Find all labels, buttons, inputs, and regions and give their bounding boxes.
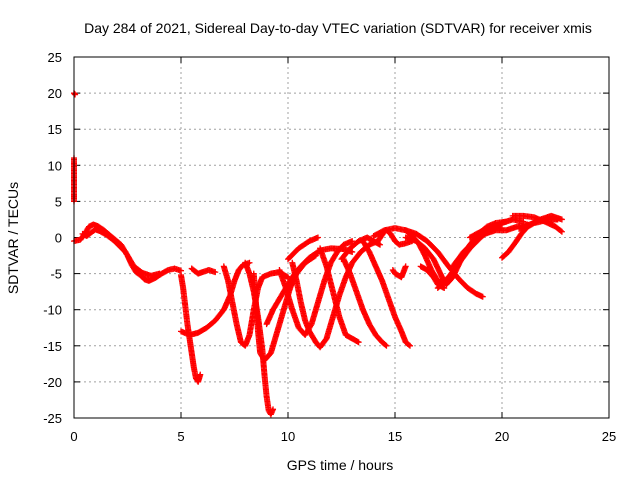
series-arc3 [79, 226, 163, 279]
x-tick-label: 20 [495, 429, 509, 444]
data-point [389, 266, 396, 273]
x-axis-label: GPS time / hours [287, 457, 394, 473]
data-point [72, 91, 79, 98]
y-tick-label: 15 [48, 122, 62, 137]
y-tick-label: 20 [48, 86, 62, 101]
series-arc29 [516, 212, 565, 232]
series-arc26 [466, 225, 505, 241]
data-point [499, 225, 505, 232]
x-tick-label: 15 [388, 429, 402, 444]
data-point [390, 268, 397, 275]
data-point [156, 270, 163, 277]
data-point [314, 234, 321, 241]
series-arc5 [178, 259, 253, 338]
series-arc22 [389, 263, 409, 281]
y-tick-label: 25 [48, 50, 62, 65]
data-point [382, 341, 389, 348]
data-point [557, 227, 564, 234]
y-tick-label: -10 [43, 303, 62, 318]
series-arc11 [276, 238, 356, 338]
y-tick-label: -25 [43, 411, 62, 426]
y-tick-label: -15 [43, 339, 62, 354]
series-arc16 [340, 256, 390, 349]
y-tick-label: 0 [55, 231, 62, 246]
data-point [270, 406, 277, 413]
data-point [197, 371, 204, 378]
x-tick-label: 10 [281, 429, 295, 444]
series-arc4 [178, 272, 204, 385]
data-point [212, 269, 219, 276]
y-axis-label: SDTVAR / TECUs [5, 182, 21, 294]
data-point [349, 238, 356, 245]
series-arc15 [338, 234, 384, 263]
plot-frame [73, 56, 610, 419]
series-arc28 [509, 212, 565, 235]
data-point [558, 228, 565, 235]
data-point [558, 216, 565, 223]
series-arc12 [285, 234, 321, 263]
series-arc6 [188, 265, 219, 277]
x-tick-label: 0 [70, 429, 77, 444]
data-point [441, 285, 448, 292]
y-tick-label: -5 [50, 267, 62, 282]
y-tick-label: -20 [43, 375, 62, 390]
data-point [355, 339, 362, 346]
data-point [406, 342, 413, 349]
data-layer [71, 90, 565, 418]
data-point [479, 293, 486, 300]
x-tick-label: 25 [602, 429, 616, 444]
x-tick-label: 5 [177, 429, 184, 444]
y-tick-label: 5 [55, 194, 62, 209]
series-arc14 [317, 245, 362, 346]
data-point [383, 342, 390, 349]
chart-title: Day 284 of 2021, Sidereal Day-to-day VTE… [84, 20, 592, 36]
series-arc17 [359, 238, 413, 349]
data-point [405, 341, 412, 348]
y-tick-label: 10 [48, 158, 62, 173]
data-point [377, 241, 384, 248]
